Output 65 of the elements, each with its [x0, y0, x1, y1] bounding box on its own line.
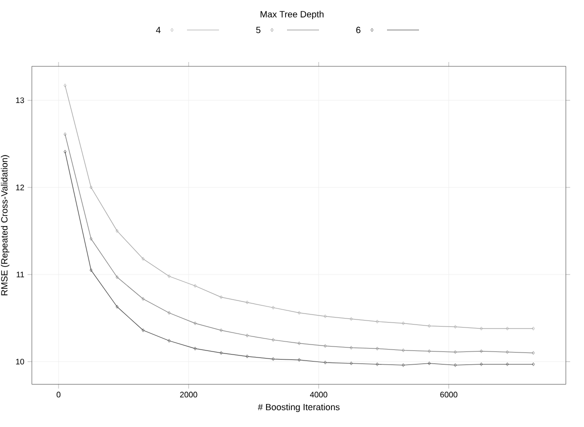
- point: [350, 317, 353, 321]
- point: [480, 326, 483, 330]
- point: [506, 326, 509, 330]
- point: [194, 284, 197, 288]
- point: [298, 342, 301, 346]
- point: [480, 362, 483, 366]
- point: [168, 274, 171, 278]
- point: [402, 348, 405, 352]
- point: [246, 300, 249, 304]
- point: [402, 363, 405, 367]
- point: [298, 358, 301, 362]
- point: [90, 268, 92, 272]
- point: [376, 346, 379, 350]
- point: [350, 346, 353, 350]
- point: [428, 324, 431, 328]
- point: [272, 357, 275, 361]
- point: [194, 322, 197, 326]
- point: [272, 306, 275, 310]
- point: [142, 297, 144, 301]
- point: [220, 328, 223, 332]
- y-tick-label: 13: [16, 97, 24, 104]
- point: [168, 311, 171, 315]
- point: [194, 346, 197, 350]
- legend-title: Max Tree Depth: [260, 10, 324, 20]
- point: [454, 350, 457, 354]
- y-tick-label: 10: [16, 358, 24, 364]
- x-tick-label: 4000: [310, 392, 328, 398]
- point: [116, 229, 118, 233]
- point: [90, 237, 92, 241]
- point: [376, 362, 379, 366]
- y-axis-title: RMSE (Repeated Cross-Validation): [0, 155, 10, 296]
- point: [116, 275, 118, 279]
- x-tick-label: 2000: [180, 392, 198, 398]
- point: [116, 304, 118, 309]
- point: [454, 363, 457, 367]
- point: [402, 322, 405, 326]
- point: [376, 320, 379, 324]
- point: [506, 362, 509, 366]
- point: [324, 344, 327, 348]
- point: [298, 311, 301, 315]
- point: [246, 334, 249, 338]
- legend-label: 5: [256, 26, 260, 34]
- point: [324, 314, 327, 318]
- point: [428, 349, 431, 353]
- x-axis-title: # Boosting Iterations: [258, 404, 340, 412]
- x-tick-label: 0: [56, 392, 60, 398]
- y-tick-label: 11: [16, 272, 24, 278]
- point: [454, 324, 457, 329]
- legend-label: 4: [156, 26, 161, 34]
- point: [506, 350, 509, 354]
- legend-label: 6: [356, 26, 360, 34]
- point: [220, 295, 223, 299]
- point: [324, 360, 327, 364]
- point: [142, 257, 144, 261]
- x-tick-label: 6000: [440, 392, 458, 398]
- point: [246, 354, 249, 358]
- point: [480, 349, 483, 353]
- point: [90, 186, 92, 190]
- point: [350, 362, 353, 366]
- point: [168, 338, 171, 343]
- point: [220, 351, 223, 355]
- y-tick-label: 12: [16, 184, 24, 190]
- point: [272, 338, 275, 342]
- point: [428, 362, 431, 366]
- point: [142, 328, 144, 332]
